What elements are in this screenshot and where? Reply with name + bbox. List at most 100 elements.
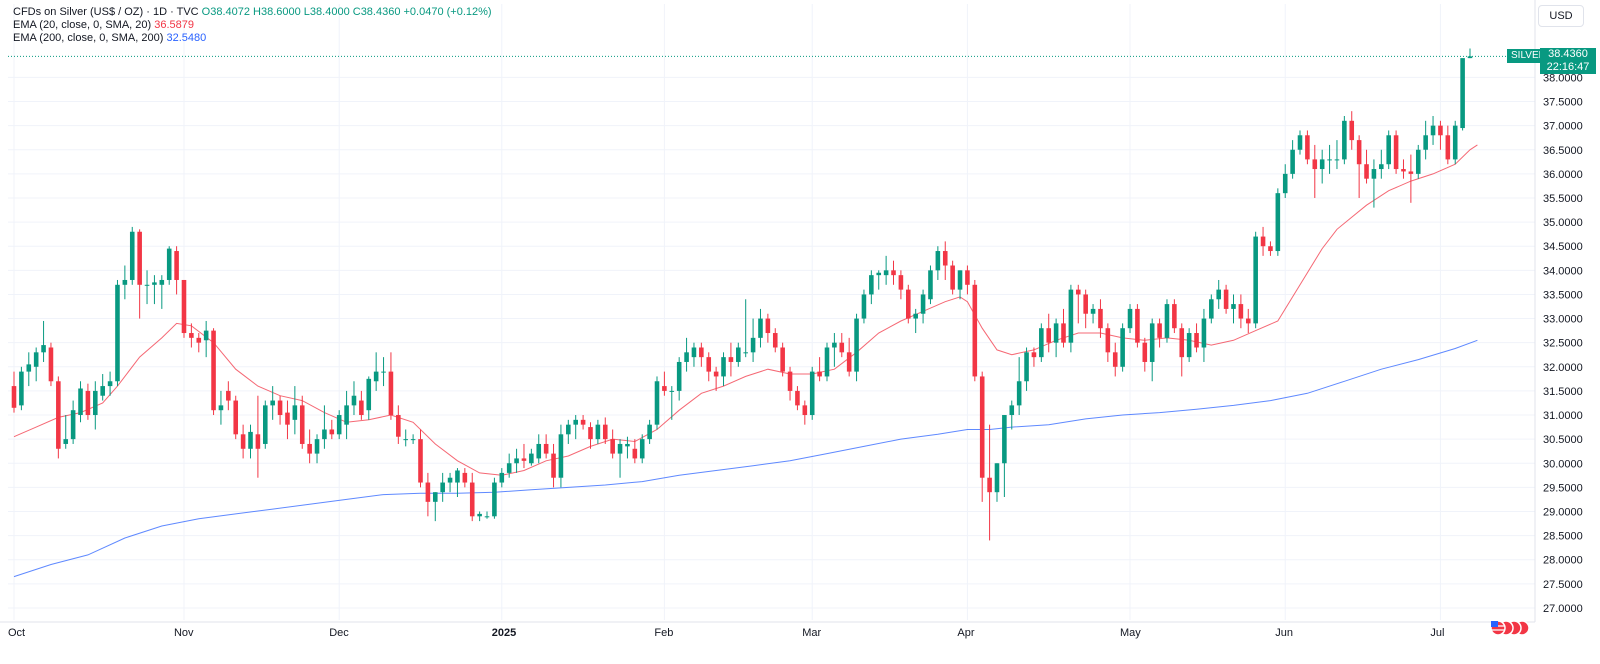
candle-body: [447, 477, 453, 483]
candle-body: [957, 270, 963, 290]
candle: [1268, 241, 1273, 256]
price-tick-label: 30.0000: [1543, 458, 1583, 470]
candle: [1223, 284, 1229, 314]
candle: [262, 400, 268, 449]
candle: [351, 381, 357, 416]
candle: [33, 347, 39, 382]
candle: [1053, 318, 1059, 358]
candle: [499, 468, 505, 488]
candle: [743, 299, 748, 358]
candle: [514, 448, 519, 473]
currency-button[interactable]: USD: [1538, 5, 1584, 27]
candle: [957, 270, 963, 300]
candle: [477, 511, 482, 522]
candle: [706, 352, 712, 382]
candle-body: [920, 294, 926, 314]
candle-body: [1408, 171, 1414, 174]
candle: [691, 342, 697, 367]
candle: [181, 279, 187, 338]
candle-body: [203, 330, 209, 341]
candle: [1452, 120, 1458, 165]
candle-body: [1149, 323, 1155, 362]
candle-body: [78, 388, 83, 416]
candle-body: [1098, 308, 1103, 329]
candle: [1098, 299, 1103, 338]
candle-body: [174, 251, 179, 280]
legend-ema20-row[interactable]: EMA (20, close, 0, SMA, 20) 36.5879: [13, 19, 492, 32]
candle-body: [1002, 415, 1007, 464]
candle-body: [1031, 352, 1037, 358]
candle-body: [1423, 135, 1428, 150]
candle: [255, 395, 261, 478]
candle-body: [979, 376, 985, 478]
candle: [1031, 347, 1037, 367]
ema200-label: EMA (200, close, 0, SMA, 200): [13, 32, 164, 44]
price-tick-label: 31.5000: [1543, 386, 1583, 398]
time-tick-label: Oct: [8, 627, 25, 639]
time-tick-label: Jun: [1275, 627, 1293, 639]
candle-body: [913, 313, 918, 319]
candle: [772, 328, 778, 353]
candle: [403, 429, 409, 447]
legend-symbol-row[interactable]: CFDs on Silver (US$ / OZ) · 1D · TVC O38…: [13, 6, 492, 19]
time-tick-label: Feb: [654, 627, 673, 639]
candle-body: [1356, 140, 1362, 165]
candle: [26, 352, 32, 387]
candle: [1319, 149, 1325, 184]
candle-body: [63, 439, 69, 444]
candle: [159, 275, 165, 309]
price-tick-label: 28.0000: [1543, 555, 1583, 567]
price-axis[interactable]: 27.0000 27.5000 28.0000 28.5000 29.0000 29.50…: [1534, 0, 1583, 622]
candle-body: [928, 270, 933, 300]
candle-body: [1112, 352, 1118, 367]
candle: [11, 371, 17, 413]
candle: [285, 400, 290, 440]
candle: [1393, 130, 1399, 174]
candle-body: [1053, 323, 1059, 343]
candle-body: [950, 265, 955, 290]
candle: [1112, 342, 1118, 377]
candle: [676, 357, 682, 401]
us-flags-icon[interactable]: [1490, 620, 1530, 636]
candle: [1142, 337, 1148, 372]
candle: [588, 422, 593, 449]
candle: [1179, 323, 1185, 377]
candle-body: [1245, 318, 1251, 324]
candle: [396, 405, 401, 444]
candle-body: [41, 345, 46, 353]
candle: [632, 439, 638, 464]
candle-body: [588, 427, 593, 440]
candle-body: [972, 284, 978, 377]
time-axis[interactable]: Oct Nov Dec 2025 Feb Mar Apr May Jun Jul: [0, 621, 1535, 639]
candle-body: [809, 371, 815, 416]
candle-body: [499, 472, 505, 483]
candle-body: [233, 400, 239, 435]
candle-body: [1061, 323, 1066, 343]
legend-ema200-row[interactable]: EMA (200, close, 0, SMA, 200) 32.5480: [13, 32, 492, 45]
candle-body: [351, 395, 357, 406]
candle-body: [625, 443, 630, 447]
candle-body: [1127, 308, 1133, 329]
candle-body: [869, 275, 874, 295]
candle: [639, 434, 645, 464]
candle-body: [396, 415, 401, 437]
candle: [1290, 140, 1295, 179]
price-tick-label: 32.5000: [1543, 338, 1583, 350]
candle-body: [1105, 328, 1111, 353]
candle-body: [48, 347, 54, 382]
candle: [625, 436, 630, 459]
candle: [913, 308, 918, 334]
candle-body: [152, 282, 157, 285]
candle: [854, 313, 859, 382]
candle: [1415, 144, 1421, 179]
candle-body: [1039, 328, 1044, 358]
candle-body: [854, 318, 859, 372]
candle-body: [573, 419, 578, 425]
candle-body: [469, 482, 475, 517]
candle-body: [1268, 246, 1273, 252]
candle: [455, 468, 460, 498]
legend-title[interactable]: CFDs on Silver (US$ / OZ) · 1D · TVC: [13, 6, 199, 18]
candle: [299, 395, 305, 449]
candle-body: [602, 424, 608, 440]
